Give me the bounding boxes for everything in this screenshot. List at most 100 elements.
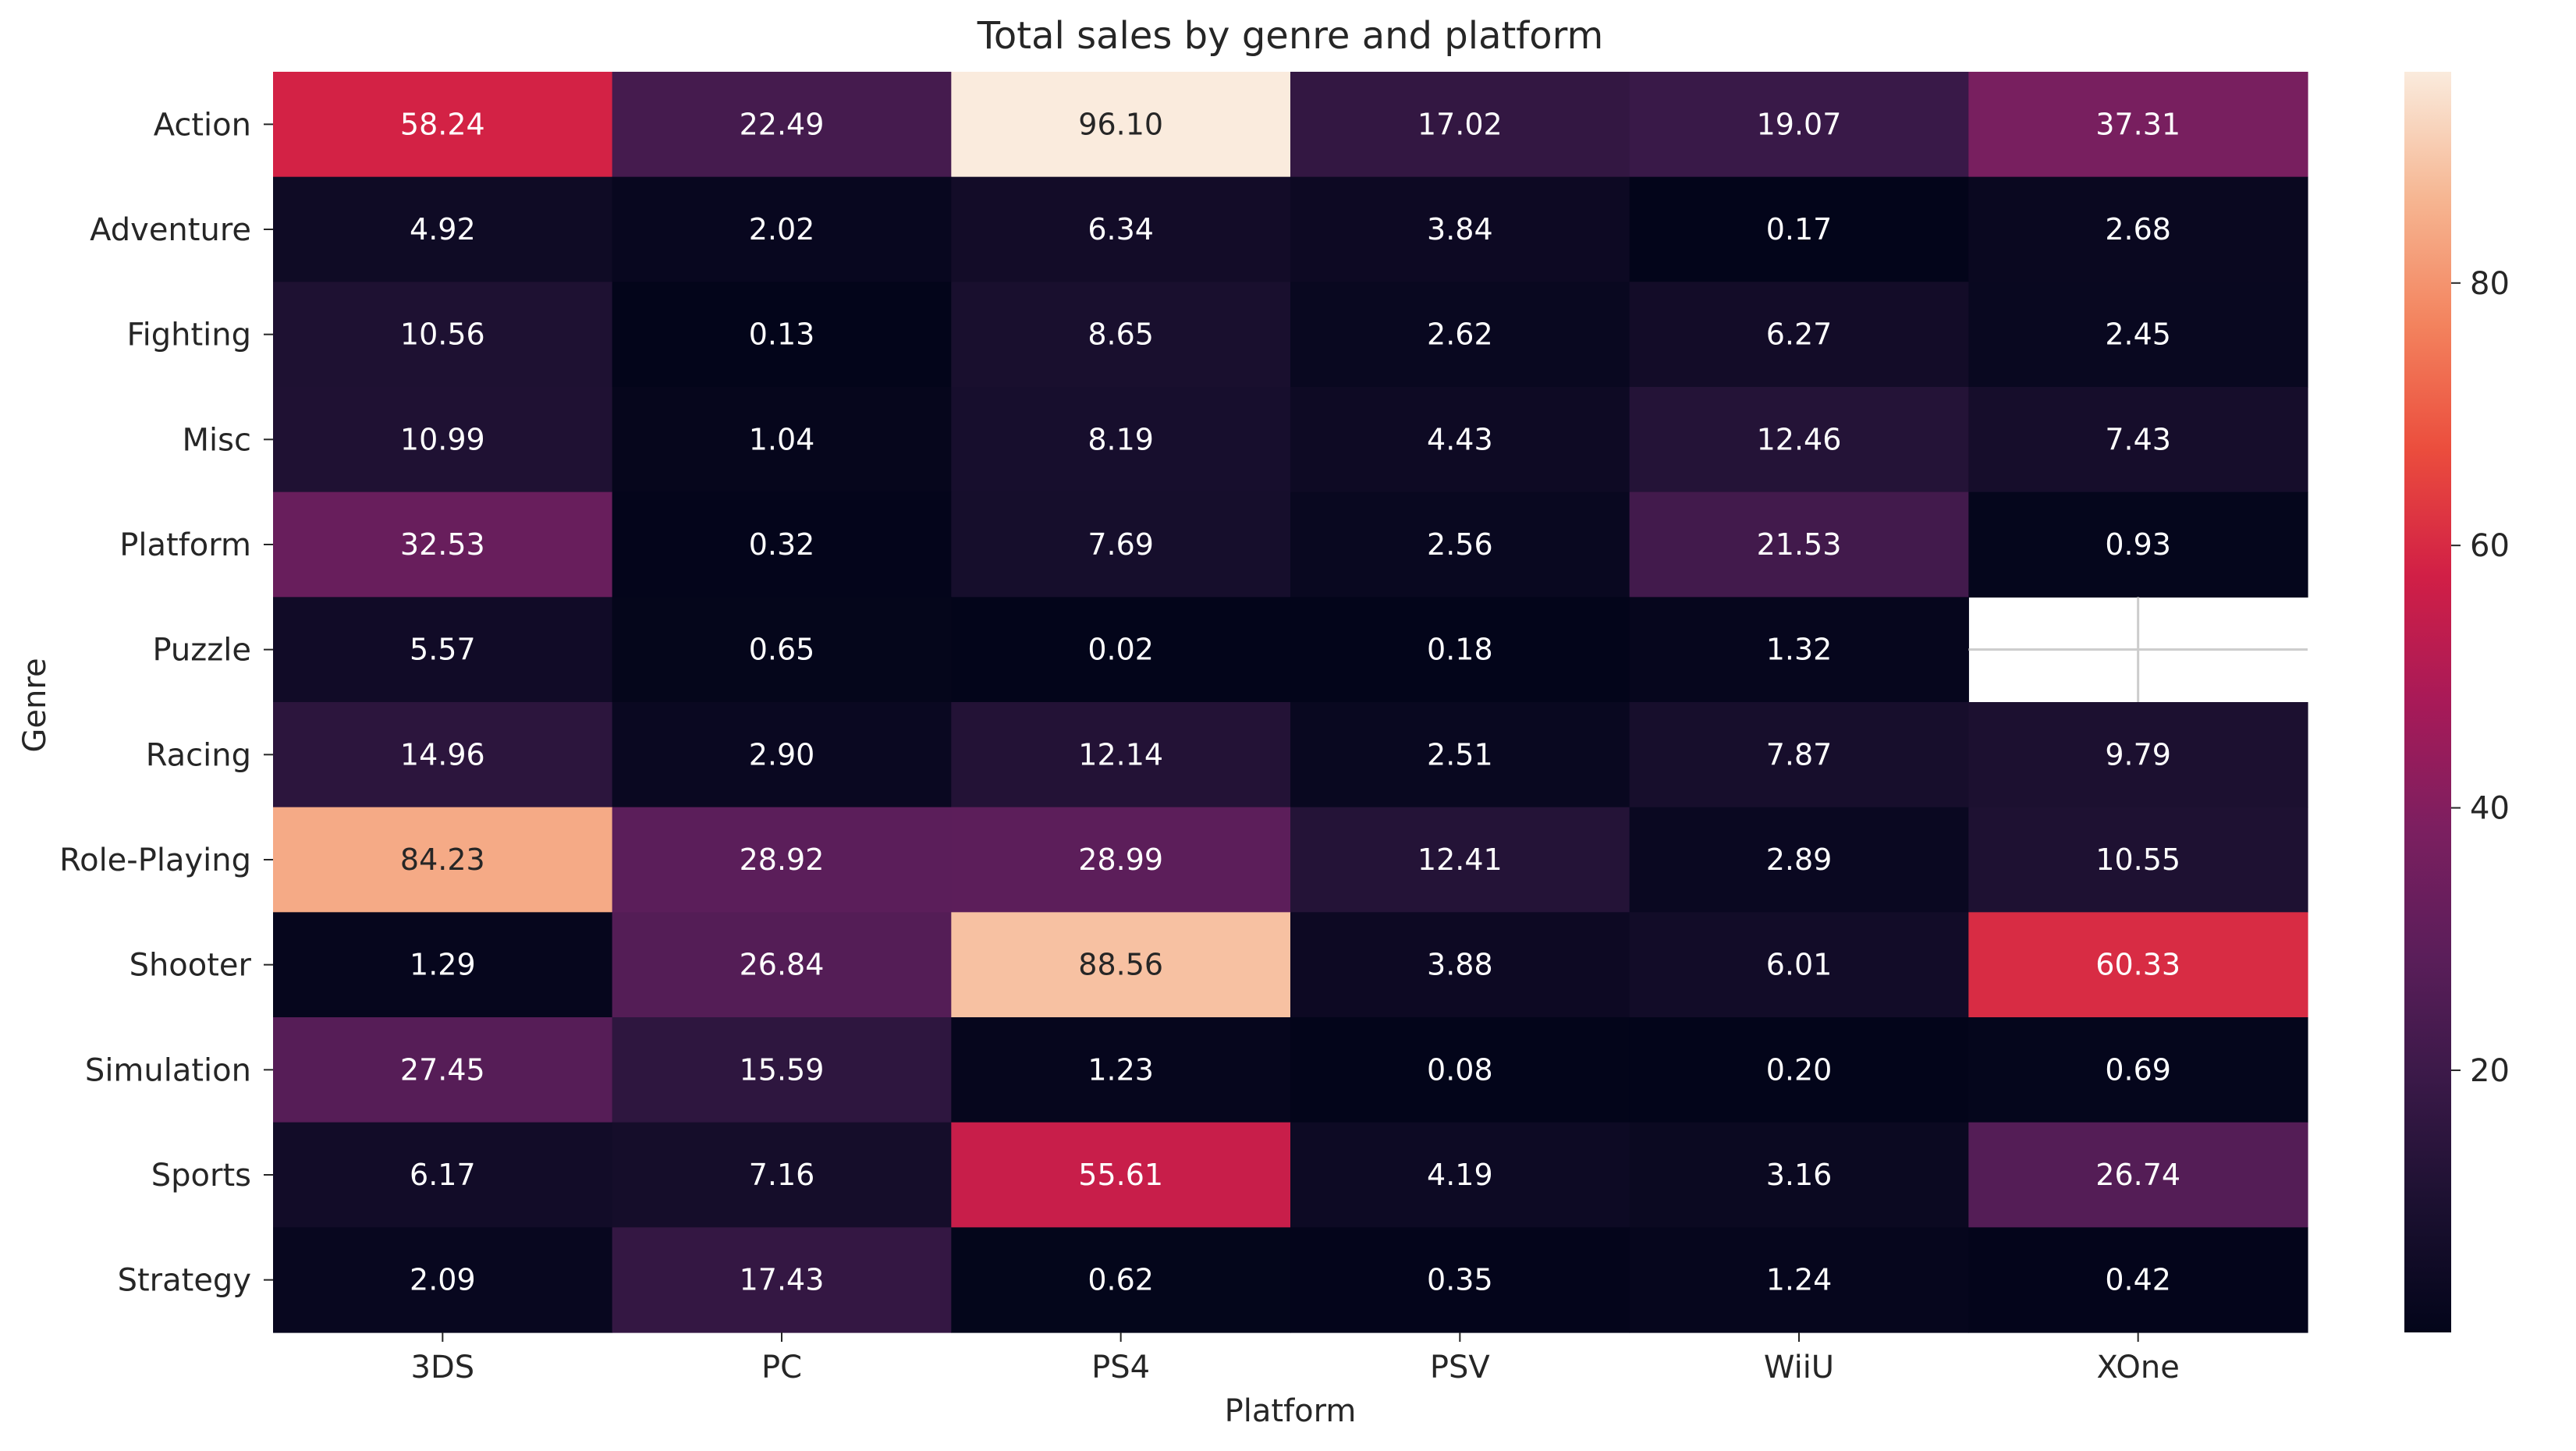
heatmap-cell	[1290, 912, 1630, 1018]
heatmap-cell	[1290, 597, 1630, 703]
heatmap-cell	[1629, 282, 1969, 388]
heatmap-cell	[951, 912, 1291, 1018]
colorbar-tick-label: 40	[2470, 791, 2510, 827]
y-tick-label: Misc	[183, 422, 251, 458]
colorbar-ticks: 20 40 60 80	[2451, 266, 2510, 1089]
heatmap-cell	[1968, 491, 2308, 598]
cell-value-label: 4.43	[1427, 422, 1493, 456]
y-axis-ticks: Action Adventure Fighting Misc Platform Puzzl…	[59, 107, 273, 1299]
heatmap-cell	[273, 1122, 613, 1228]
heatmap-cell	[612, 491, 952, 598]
heatmap-cell	[951, 807, 1291, 913]
heatmap-cell	[951, 1017, 1291, 1123]
heatmap-cell	[1968, 1017, 2308, 1123]
heatmap-cell	[1968, 912, 2308, 1018]
cell-value-label: 2.45	[2105, 318, 2171, 352]
heatmap-cell	[951, 491, 1291, 598]
cell-value-label: 10.55	[2095, 843, 2180, 877]
cell-value-label: 10.99	[400, 422, 485, 456]
heatmap-cell	[273, 72, 613, 178]
y-tick-label: Strategy	[118, 1263, 251, 1299]
y-tick-label: Platform	[119, 527, 251, 563]
heatmap-cell	[612, 387, 952, 493]
heatmap-cell	[1629, 491, 1969, 598]
heatmap-cell	[1629, 1017, 1969, 1123]
x-tick-label: WiiU	[1764, 1350, 1834, 1385]
cell-value-label: 6.01	[1766, 948, 1833, 982]
x-tick-label: PC	[761, 1350, 802, 1385]
heatmap-cell	[1290, 387, 1630, 493]
cell-value-label: 1.04	[749, 422, 815, 456]
cell-value-label: 8.65	[1088, 318, 1154, 352]
cell-value-label: 12.41	[1418, 843, 1503, 877]
cell-value-label: 4.19	[1427, 1158, 1493, 1192]
heatmap-cell	[273, 807, 613, 913]
heatmap-cell	[1629, 702, 1969, 808]
cell-value-label: 58.24	[400, 107, 485, 141]
heatmap-cell	[1968, 72, 2308, 178]
cell-value-label: 5.57	[410, 633, 476, 667]
heatmap-cell	[612, 72, 952, 178]
cell-value-label: 1.24	[1766, 1263, 1833, 1297]
heatmap-cell	[273, 282, 613, 388]
cell-value-label: 55.61	[1078, 1158, 1163, 1192]
heatmap-cell	[612, 807, 952, 913]
heatmap-cell	[1290, 176, 1630, 282]
cell-value-label: 7.69	[1088, 527, 1154, 562]
cell-value-label: 96.10	[1078, 107, 1163, 141]
heatmap-cell	[612, 1017, 952, 1123]
cell-value-label: 28.92	[740, 843, 825, 877]
heatmap-cell	[273, 702, 613, 808]
heatmap-cell	[951, 282, 1291, 388]
y-tick-label: Fighting	[127, 318, 252, 353]
cell-value-label: 2.56	[1427, 527, 1493, 562]
cell-value-label: 8.19	[1088, 422, 1154, 456]
cell-value-label: 7.87	[1766, 737, 1833, 772]
heatmap-cell	[951, 1122, 1291, 1228]
heatmap-cell	[1290, 282, 1630, 388]
heatmap-cell	[951, 176, 1291, 282]
cell-value-label: 2.51	[1427, 737, 1493, 772]
cell-value-label: 3.16	[1766, 1158, 1833, 1192]
cell-value-label: 1.29	[410, 948, 476, 982]
y-tick-label: Puzzle	[153, 633, 251, 669]
cell-value-label: 3.88	[1427, 948, 1493, 982]
heatmap-cell	[1968, 282, 2308, 388]
cell-value-label: 17.02	[1418, 107, 1503, 141]
colorbar-tick-label: 60	[2470, 528, 2510, 564]
colorbar: 20 40 60 80	[2404, 72, 2510, 1332]
cell-value-label: 26.74	[2095, 1158, 2180, 1192]
cell-value-label: 32.53	[400, 527, 485, 562]
heatmap-cell	[1629, 807, 1969, 913]
x-tick-label: PSV	[1430, 1350, 1491, 1385]
heatmap-cell	[1629, 72, 1969, 178]
cell-value-label: 28.99	[1078, 843, 1163, 877]
heatmap-cell	[612, 176, 952, 282]
cell-value-label: 84.23	[400, 843, 485, 877]
cell-value-label: 2.09	[410, 1263, 476, 1297]
heatmap-cell	[612, 912, 952, 1018]
cell-value-label: 9.79	[2105, 737, 2171, 772]
heatmap-cell	[951, 597, 1291, 703]
heatmap-cell	[273, 387, 613, 493]
heatmap-cell	[951, 72, 1291, 178]
x-axis-label: Platform	[1225, 1393, 1357, 1429]
heatmap-cell	[612, 702, 952, 808]
cell-value-label: 0.13	[749, 318, 815, 352]
cell-value-label: 37.31	[2095, 107, 2180, 141]
cell-value-label: 22.49	[740, 107, 825, 141]
cell-value-label: 88.56	[1078, 948, 1163, 982]
y-tick-label: Simulation	[85, 1052, 251, 1088]
cell-value-label: 0.17	[1766, 212, 1833, 247]
x-tick-label: PS4	[1091, 1350, 1150, 1385]
cell-value-label: 21.53	[1757, 527, 1842, 562]
cell-value-label: 12.14	[1078, 737, 1163, 772]
cell-value-label: 2.02	[749, 212, 815, 247]
x-axis-ticks: 3DS PC PS4 PSV WiiU XOne	[411, 1332, 2180, 1385]
cell-value-label: 1.32	[1766, 633, 1833, 667]
cell-value-label: 2.90	[749, 737, 815, 772]
heatmap-cell	[1290, 1227, 1630, 1333]
heatmap-cell	[1968, 176, 2308, 282]
heatmap-cell	[1629, 1122, 1969, 1228]
